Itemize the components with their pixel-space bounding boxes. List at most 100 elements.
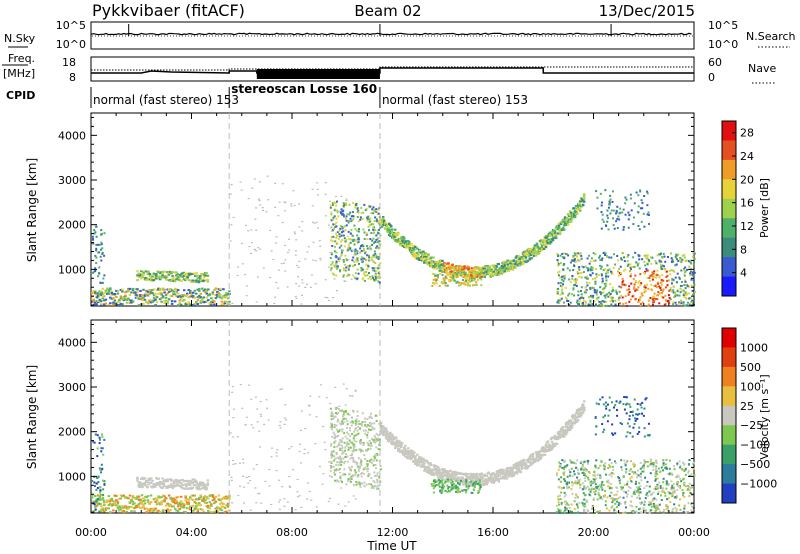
velocity-cell — [561, 432, 565, 435]
power-cell — [344, 229, 347, 232]
colorbar-tick-label: 12 — [740, 220, 754, 233]
power-cell — [319, 245, 322, 247]
velocity-cell — [92, 501, 95, 504]
power-cell — [503, 265, 507, 268]
velocity-cell — [222, 496, 225, 499]
power-cell — [599, 192, 602, 195]
velocity-cell — [185, 483, 188, 486]
velocity-cell — [559, 429, 563, 433]
velocity-cell — [544, 443, 548, 446]
velocity-cell — [109, 500, 112, 503]
power-cell — [154, 298, 157, 301]
power-cell — [561, 292, 564, 295]
power-cell — [100, 243, 103, 246]
velocity-cell — [172, 482, 176, 485]
velocity-cell — [467, 480, 470, 483]
power-cell — [643, 288, 646, 291]
velocity-cell — [367, 467, 370, 470]
power-cell — [336, 266, 339, 269]
velocity-cell — [498, 468, 502, 472]
power-cell — [566, 305, 569, 308]
power-cell — [628, 291, 631, 294]
power-cell — [191, 279, 194, 282]
velocity-cell — [333, 424, 336, 427]
power-cell — [670, 252, 673, 255]
power-cell — [363, 249, 366, 252]
velocity-cell — [366, 441, 369, 444]
power-cell — [335, 262, 338, 265]
velocity-cell — [181, 483, 184, 486]
power-cell — [187, 303, 190, 306]
power-cell — [362, 277, 365, 280]
velocity-cell — [369, 442, 372, 445]
velocity-cell — [468, 476, 471, 480]
power-cell — [178, 273, 182, 276]
velocity-cell — [214, 510, 218, 513]
velocity-cell — [192, 478, 196, 481]
power-cell — [331, 260, 334, 263]
power-cell — [298, 226, 301, 228]
velocity-cell — [94, 433, 97, 436]
power-cell — [371, 243, 374, 246]
power-cell — [373, 278, 376, 281]
power-cell — [572, 284, 575, 287]
power-cell — [492, 270, 495, 274]
power-cell — [331, 272, 334, 275]
velocity-cell — [187, 503, 190, 506]
velocity-cell — [193, 507, 197, 510]
power-cell — [256, 276, 259, 278]
power-cell — [660, 266, 663, 269]
noise-panel: N.Sky 10^5 10^0 10^5 10^0 N.Search — [4, 19, 796, 51]
power-cell — [608, 268, 611, 271]
power-cell — [101, 296, 105, 299]
power-cell — [684, 280, 687, 283]
velocity-cell — [460, 479, 463, 482]
power-cell — [166, 302, 169, 305]
power-cell — [371, 208, 374, 211]
power-cell — [172, 279, 176, 282]
velocity-cell — [124, 505, 127, 508]
power-cell — [193, 289, 197, 292]
power-cell — [488, 265, 491, 268]
velocity-cell — [98, 436, 101, 439]
power-cell — [121, 298, 124, 301]
power-cell — [676, 290, 679, 293]
velocity-cell — [341, 430, 344, 433]
power-cell — [472, 273, 475, 276]
power-cell — [597, 296, 600, 299]
power-cell — [226, 293, 230, 296]
power-cell — [463, 265, 466, 268]
power-cell — [195, 301, 198, 304]
power-cell — [269, 229, 272, 232]
velocity-cell — [355, 434, 358, 437]
power-cell — [298, 260, 301, 263]
power-cell — [377, 208, 380, 211]
colorbar-segment — [722, 140, 736, 161]
power-cell — [338, 246, 341, 249]
power-cell — [678, 302, 681, 305]
power-cell — [94, 269, 97, 272]
power-cell — [372, 277, 375, 280]
power-cell — [116, 292, 120, 295]
power-cell — [603, 300, 606, 303]
velocity-cell — [136, 504, 139, 507]
power-cell — [556, 232, 560, 235]
velocity-cell — [142, 499, 145, 502]
power-cell — [460, 272, 463, 275]
power-cell — [453, 268, 456, 271]
power-cell — [198, 288, 201, 291]
velocity-cell — [96, 455, 99, 458]
velocity-cell — [485, 483, 488, 486]
power-cell — [432, 281, 435, 284]
power-cell — [357, 272, 360, 275]
power-cell — [112, 303, 115, 306]
velocity-cell — [367, 474, 370, 477]
power-cell — [110, 290, 114, 293]
power-cell — [199, 301, 203, 304]
power-cell — [581, 204, 585, 207]
cpid-mode-label: normal (fast stereo) 153 — [93, 93, 239, 107]
velocity-cell — [340, 444, 343, 447]
power-cell — [283, 201, 286, 203]
velocity-cell — [515, 472, 519, 475]
power-cell — [556, 260, 559, 263]
